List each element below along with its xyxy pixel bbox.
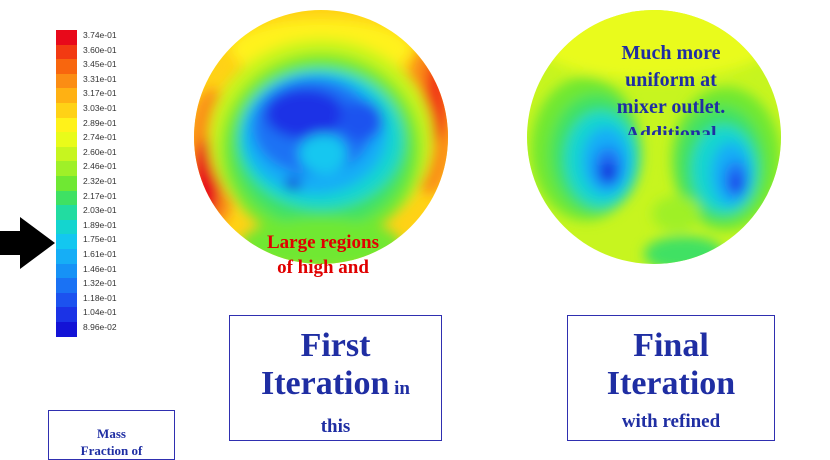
- legend-row: 1.46e-01: [56, 263, 166, 279]
- legend-row: 3.74e-01: [56, 30, 166, 45]
- legend-row: 1.18e-01: [56, 292, 166, 308]
- caption-line: Final: [633, 327, 709, 364]
- legend-tick-label: 2.32e-01: [83, 176, 117, 186]
- legend-swatch: [56, 263, 77, 279]
- annotation-line-clipped: Additional: [625, 123, 717, 135]
- legend-swatch: [56, 176, 77, 191]
- legend-row: 1.04e-01: [56, 307, 166, 322]
- legend-tick-label: 8.96e-02: [83, 322, 117, 332]
- legend-row: 2.89e-01: [56, 117, 166, 133]
- legend-swatch: [56, 44, 77, 60]
- contour-plot-final-iteration: [527, 10, 781, 264]
- legend-tick-label: 1.61e-01: [83, 249, 117, 259]
- legend-tick-label: 2.46e-01: [83, 161, 117, 172]
- caption-line: Iteration in: [230, 365, 441, 408]
- legend-swatch: [56, 307, 77, 322]
- legend-swatch: [56, 73, 77, 89]
- first-iteration-caption: First Iteration in this: [229, 315, 442, 441]
- caption-line: First: [300, 327, 371, 364]
- legend-swatch: [56, 30, 77, 45]
- legend-row: 3.03e-01: [56, 103, 166, 118]
- legend-tick-label: 2.17e-01: [83, 190, 117, 201]
- legend-tick-label: 1.32e-01: [83, 278, 117, 289]
- legend-row: 2.17e-01: [56, 190, 166, 206]
- legend-swatch: [56, 103, 77, 118]
- legend-tick-label: 3.60e-01: [83, 44, 117, 55]
- legend-swatch: [56, 219, 77, 235]
- legend-title-line: Mass: [97, 426, 126, 441]
- legend-row: 2.60e-01: [56, 146, 166, 162]
- first-iteration-annotation: Large regions of high and: [238, 230, 408, 288]
- legend-swatch: [56, 190, 77, 206]
- legend-row: 1.75e-01: [56, 234, 166, 249]
- legend-row: 3.31e-01: [56, 73, 166, 89]
- legend-tick-label: 1.04e-01: [83, 307, 117, 318]
- caption-word: Iteration: [260, 365, 390, 402]
- legend-tick-label: 1.46e-01: [83, 263, 117, 274]
- legend-swatch: [56, 205, 77, 220]
- legend-swatch: [56, 234, 77, 249]
- legend-row: 3.60e-01: [56, 44, 166, 60]
- legend-swatch: [56, 249, 77, 264]
- caption-line: with refined: [621, 411, 721, 432]
- caption-line: Iteration: [606, 365, 736, 402]
- final-iteration-annotation: Much more uniform at mixer outlet. Addit…: [586, 40, 756, 136]
- legend-swatch: [56, 322, 77, 337]
- legend-title-line: Fraction of: [80, 443, 143, 458]
- legend-row: 2.03e-01: [56, 205, 166, 220]
- annotation-line: of high and: [277, 257, 369, 278]
- legend-tick-label: 3.03e-01: [83, 103, 117, 113]
- legend-swatch: [56, 146, 77, 162]
- legend-tick-label: 2.89e-01: [83, 117, 117, 128]
- legend-swatch: [56, 59, 77, 74]
- legend-row: 2.46e-01: [56, 161, 166, 176]
- caption-word-small: in: [389, 378, 411, 399]
- legend-tick-label: 2.03e-01: [83, 205, 117, 216]
- legend-swatch: [56, 88, 77, 103]
- legend-row: 2.74e-01: [56, 132, 166, 147]
- legend-tick-label: 2.60e-01: [83, 146, 117, 157]
- legend-row: 1.61e-01: [56, 249, 166, 264]
- contour-plot-first-iteration: [194, 10, 448, 264]
- legend-row: 3.17e-01: [56, 88, 166, 103]
- legend-swatch: [56, 292, 77, 308]
- legend-tick-label: 3.74e-01: [83, 30, 117, 40]
- annotation-line: Large regions: [266, 232, 380, 253]
- legend-row: 3.45e-01: [56, 59, 166, 74]
- legend-tick-label: 3.17e-01: [83, 88, 117, 99]
- legend-tick-label: 2.74e-01: [83, 132, 117, 143]
- legend-tick-label: 3.31e-01: [83, 73, 117, 84]
- caption-line: this: [320, 416, 351, 437]
- arrow-right-icon: [0, 217, 55, 269]
- legend-swatch: [56, 161, 77, 176]
- annotation-line: uniform at: [625, 69, 717, 91]
- legend-tick-label: 1.75e-01: [83, 234, 117, 245]
- legend-swatch: [56, 117, 77, 133]
- annotation-line: Much more: [621, 42, 721, 64]
- final-iteration-caption: Final Iteration with refined: [567, 315, 775, 441]
- legend-title-box: Mass Fraction of: [48, 410, 175, 460]
- legend-row: 2.32e-01: [56, 176, 166, 191]
- legend-row: 1.32e-01: [56, 278, 166, 293]
- legend-swatch: [56, 132, 77, 147]
- legend-row: 8.96e-02: [56, 322, 166, 337]
- legend-row: 1.89e-01: [56, 219, 166, 235]
- annotation-line: mixer outlet.: [616, 96, 726, 118]
- legend-swatch: [56, 278, 77, 293]
- legend-tick-label: 1.18e-01: [83, 292, 117, 303]
- legend-tick-label: 3.45e-01: [83, 59, 117, 70]
- legend-tick-label: 1.89e-01: [83, 219, 117, 230]
